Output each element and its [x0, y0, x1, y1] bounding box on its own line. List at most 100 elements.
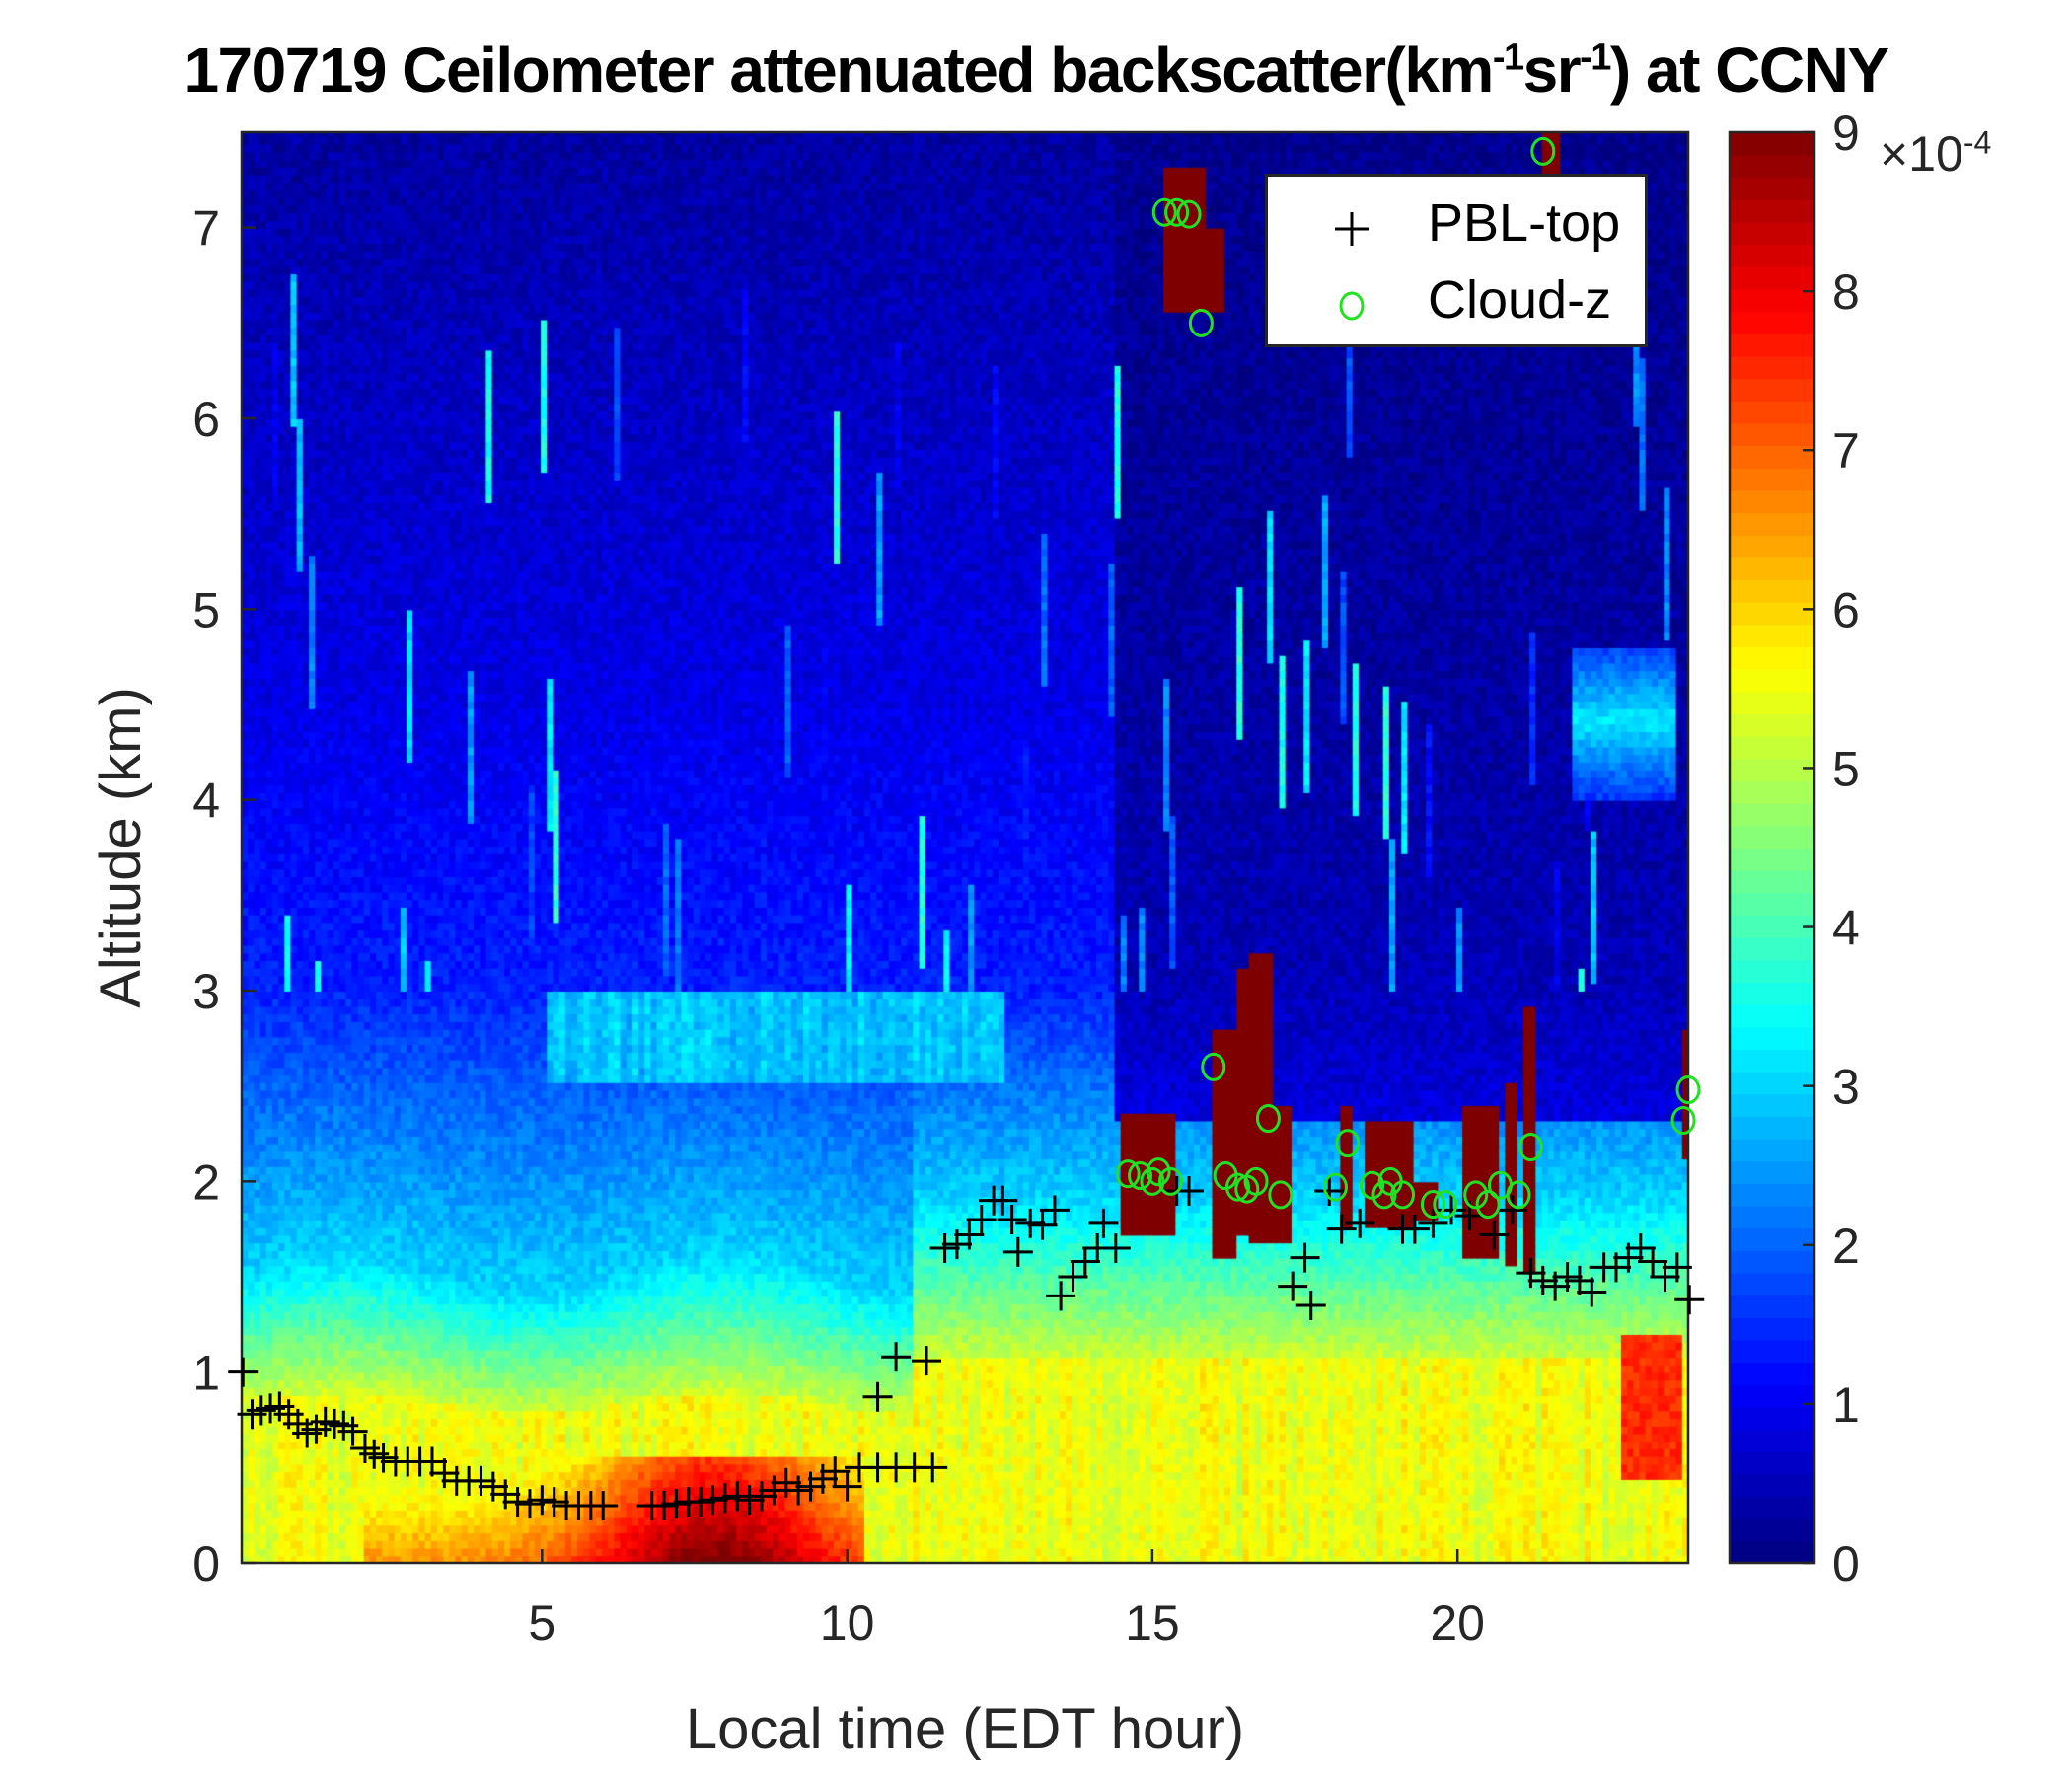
colorbar-segment	[1730, 1295, 1814, 1318]
legend: PBL-top Cloud-z	[1265, 174, 1648, 347]
colorbar-segment	[1730, 378, 1814, 402]
pbl-top-marker	[912, 1346, 942, 1376]
colorbar-segment	[1730, 1383, 1814, 1408]
colorbar-frame	[1728, 130, 1816, 1565]
colorbar-segment	[1730, 1272, 1814, 1296]
pbl-top-marker	[929, 1233, 960, 1263]
colorbar-segment	[1730, 1138, 1814, 1162]
cloud-z-marker	[1151, 197, 1177, 227]
pbl-top-marker	[1027, 1210, 1058, 1240]
colorbar-segment	[1730, 668, 1814, 693]
pbl-top-marker	[795, 1471, 826, 1502]
colorbar-segment	[1730, 601, 1814, 626]
pbl-top-marker	[429, 1458, 460, 1489]
colorbar-segment	[1730, 198, 1814, 223]
cloud-z-marker	[1475, 1190, 1501, 1220]
legend-label: Cloud-z	[1428, 270, 1612, 330]
cloud-z-marker	[1255, 1104, 1281, 1134]
colorbar-segment	[1730, 981, 1814, 1005]
circle-marker-icon	[1339, 291, 1365, 321]
colorbar-segment	[1730, 355, 1814, 380]
pbl-top-marker	[1552, 1262, 1583, 1292]
cloud-z-marker	[1360, 1170, 1385, 1200]
colorbar-segment	[1730, 1205, 1814, 1229]
pbl-top-marker	[588, 1491, 619, 1520]
pbl-top-marker	[1564, 1265, 1594, 1295]
y-tick-label: 6	[192, 392, 220, 447]
colorbar-segment	[1730, 579, 1814, 603]
cloud-z-marker	[1530, 136, 1556, 166]
colorbar-segment	[1730, 154, 1814, 179]
pbl-top-marker	[686, 1487, 716, 1517]
title-text: ) at CCNY	[1609, 35, 1889, 106]
pbl-top-marker	[1662, 1252, 1692, 1283]
cloud-z-marker	[1164, 197, 1190, 227]
colorbar-tick-label: 3	[1832, 1060, 1860, 1115]
pbl-top-marker	[1577, 1277, 1607, 1307]
colorbar-segment	[1730, 1406, 1814, 1431]
colorbar-segment	[1730, 713, 1814, 737]
cloud-z-marker	[1433, 1190, 1458, 1220]
legend-item-pbl-top: PBL-top	[1268, 186, 1645, 265]
title-text: sr	[1522, 35, 1582, 106]
colorbar-segment	[1730, 1316, 1814, 1341]
cloud-z-marker	[1670, 1105, 1696, 1135]
y-tick-label: 0	[192, 1536, 220, 1591]
pbl-top-marker	[1345, 1208, 1375, 1238]
pbl-top-marker	[1100, 1233, 1131, 1263]
pbl-top-marker	[1418, 1208, 1448, 1238]
colorbar-segment	[1730, 467, 1814, 491]
pbl-top-marker	[698, 1485, 728, 1516]
colorbar-tick-label: 1	[1832, 1377, 1860, 1433]
colorbar-segment	[1730, 265, 1814, 290]
colorbar-segment	[1730, 311, 1814, 334]
pbl-top-marker	[368, 1443, 399, 1473]
pbl-top-marker	[1625, 1233, 1656, 1263]
pbl-top-marker	[1046, 1281, 1076, 1311]
cloud-z-marker	[1243, 1166, 1269, 1196]
colorbar-segment	[1730, 534, 1814, 558]
pbl-top-marker	[416, 1446, 447, 1477]
y-tick-label: 7	[192, 201, 220, 257]
legend-item-cloud-z: Cloud-z	[1268, 263, 1645, 342]
pbl-top-marker	[478, 1471, 508, 1502]
pbl-top-marker	[1002, 1236, 1033, 1267]
pbl-top-marker	[514, 1489, 545, 1519]
cloud-z-marker	[1371, 1180, 1397, 1210]
pbl-top-marker	[1479, 1220, 1510, 1250]
pbl-top-marker	[1070, 1246, 1100, 1277]
colorbar-segment	[1730, 221, 1814, 246]
colorbar-tick-label: 5	[1832, 741, 1860, 796]
pbl-top-marker	[1527, 1265, 1558, 1295]
colorbar-segment	[1730, 1160, 1814, 1184]
cloud-z-marker	[1390, 1180, 1416, 1210]
colorbar-segment	[1730, 869, 1814, 894]
colorbar-segment	[1730, 802, 1814, 827]
colorbar-segment	[1730, 848, 1814, 871]
pbl-top-marker	[862, 1381, 893, 1412]
colorbar-segment	[1730, 244, 1814, 267]
pbl-top-marker	[661, 1489, 692, 1519]
pbl-top-marker	[1295, 1291, 1326, 1320]
colorbar-segment	[1730, 1496, 1814, 1519]
colorbar-tick-label: 9	[1832, 106, 1860, 161]
colorbar-multiplier: ×10-4	[1880, 126, 1991, 182]
colorbar-segment	[1730, 959, 1814, 983]
pbl-top-marker	[1326, 1214, 1357, 1244]
pbl-top-marker	[1674, 1285, 1705, 1315]
colorbar-segment	[1730, 1071, 1814, 1095]
pbl-top-marker	[771, 1467, 801, 1498]
pbl-top-marker	[228, 1357, 259, 1387]
pbl-top-marker	[820, 1456, 851, 1487]
cloud-z-marker	[1201, 1052, 1226, 1081]
pbl-top-marker	[997, 1205, 1027, 1234]
title-text: 170719 Ceilometer attenuated backscatter…	[184, 35, 1494, 106]
colorbar-segment	[1730, 1182, 1814, 1207]
pbl-top-marker	[988, 1185, 1018, 1216]
x-axis-label: Local time (EDT hour)	[686, 1697, 1244, 1761]
pbl-top-marker	[966, 1205, 997, 1234]
title-superscript: -1	[1492, 37, 1524, 79]
colorbar-segment	[1730, 735, 1814, 760]
cloud-z-marker	[1157, 1166, 1183, 1196]
